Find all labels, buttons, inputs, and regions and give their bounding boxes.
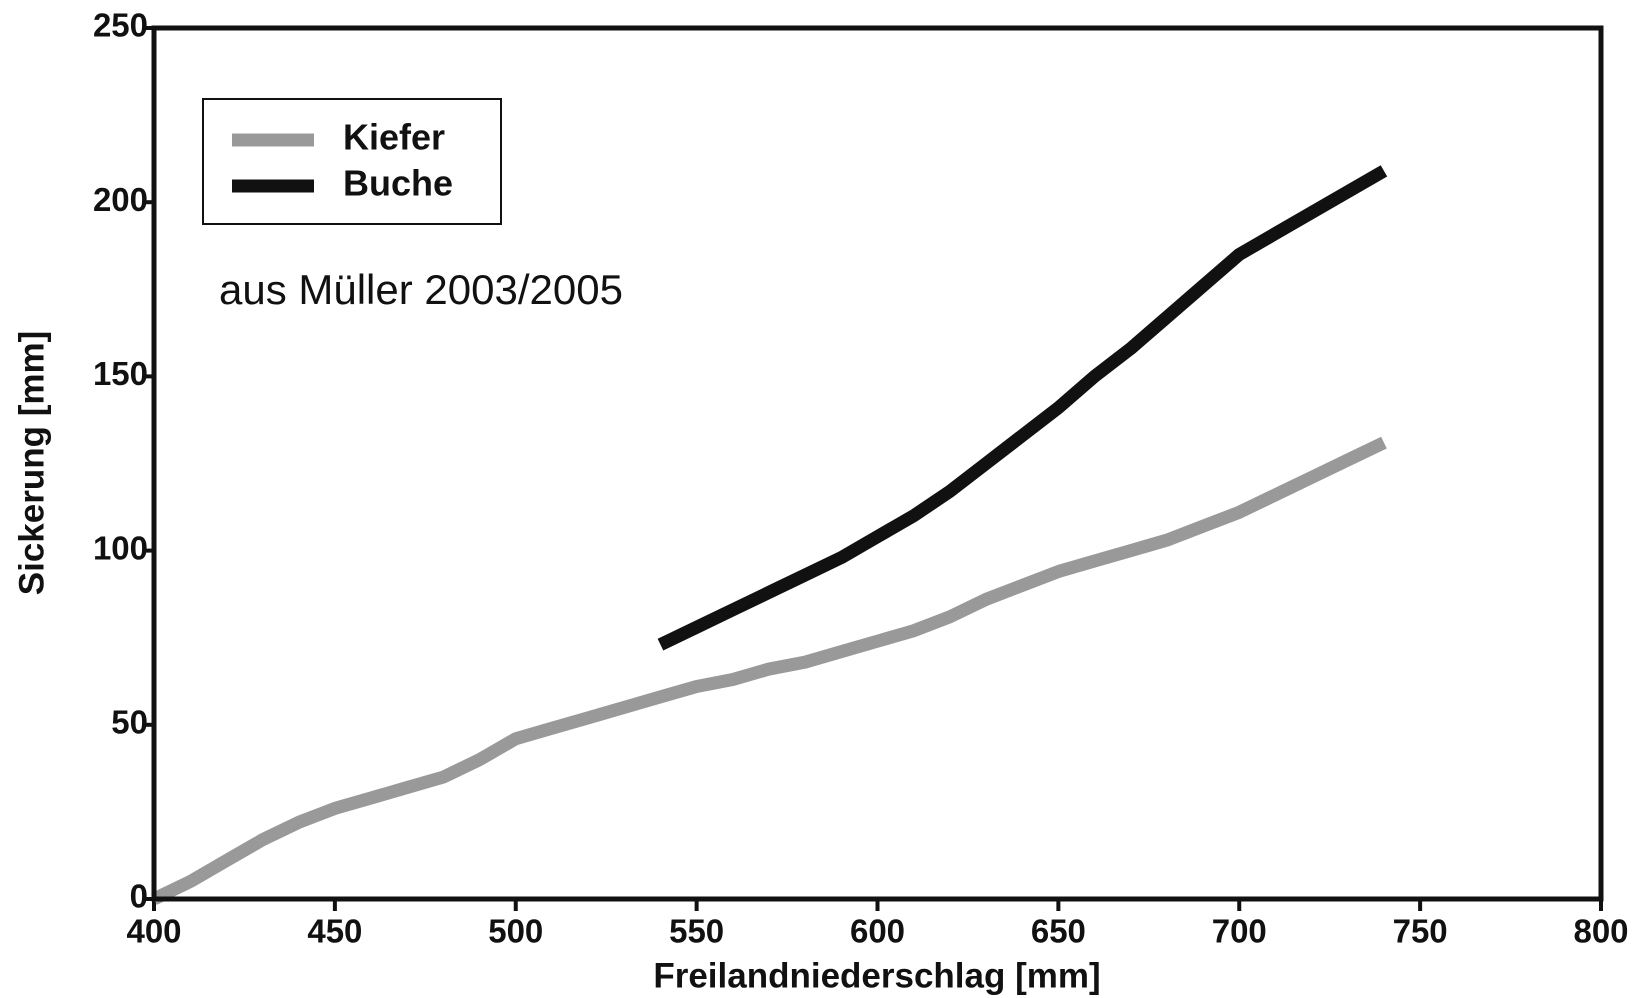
x-tick-label: 450 [307, 913, 362, 950]
x-tick-label: 600 [850, 913, 905, 950]
legend-label: Buche [343, 163, 453, 204]
x-axis-label: Freilandniederschlag [mm] [653, 956, 1100, 995]
y-tick-label: 250 [93, 7, 148, 44]
x-tick-label: 400 [126, 913, 181, 950]
x-tick-label: 550 [669, 913, 724, 950]
legend-box [202, 98, 502, 225]
line-series [657, 165, 1388, 651]
x-tick-label: 750 [1393, 913, 1448, 950]
annotation: aus Müller 2003/2005 [219, 266, 623, 313]
y-tick-label: 0 [130, 878, 148, 915]
line-series [151, 436, 1387, 905]
y-tick-label: 100 [93, 529, 148, 566]
y-tick-label: 150 [93, 355, 148, 392]
x-tick-label: 700 [1212, 913, 1267, 950]
y-axis-label: Sickerung [mm] [12, 331, 51, 596]
x-tick-label: 500 [488, 913, 543, 950]
y-tick-label: 200 [93, 181, 148, 218]
x-tick-label: 800 [1573, 913, 1628, 950]
legend-label: Kiefer [343, 117, 445, 158]
x-tick-label: 650 [1031, 913, 1086, 950]
plot-frame [151, 25, 1604, 902]
y-tick-label: 50 [111, 704, 148, 741]
